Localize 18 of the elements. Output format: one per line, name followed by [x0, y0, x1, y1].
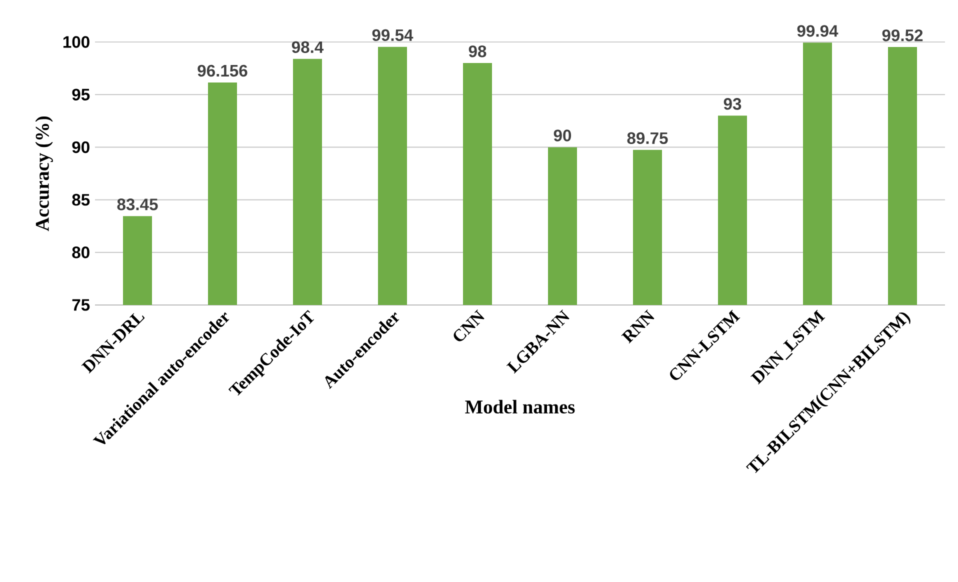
data-label: 99.52 — [882, 29, 923, 42]
y-tick-label: 80 — [72, 246, 90, 258]
x-axis-title: Model names — [465, 400, 575, 414]
y-axis-title: Accuracy (%) — [35, 116, 53, 232]
data-label: 98.4 — [292, 41, 324, 54]
y-tick-label: 100 — [63, 36, 90, 48]
y-tick-label: 90 — [72, 141, 90, 154]
y-tick-label: 95 — [72, 88, 90, 100]
data-label: 96.156 — [198, 64, 248, 77]
data-label: 99.94 — [797, 25, 838, 37]
data-label: 83.45 — [117, 198, 158, 210]
y-tick-label: 75 — [72, 299, 90, 311]
y-tick-label: 85 — [72, 194, 90, 206]
data-label: 99.54 — [372, 29, 414, 42]
data-label: 90 — [554, 130, 572, 142]
data-label: 98 — [468, 45, 486, 58]
data-label: 93 — [724, 98, 742, 110]
data-label: 89.75 — [627, 132, 668, 144]
